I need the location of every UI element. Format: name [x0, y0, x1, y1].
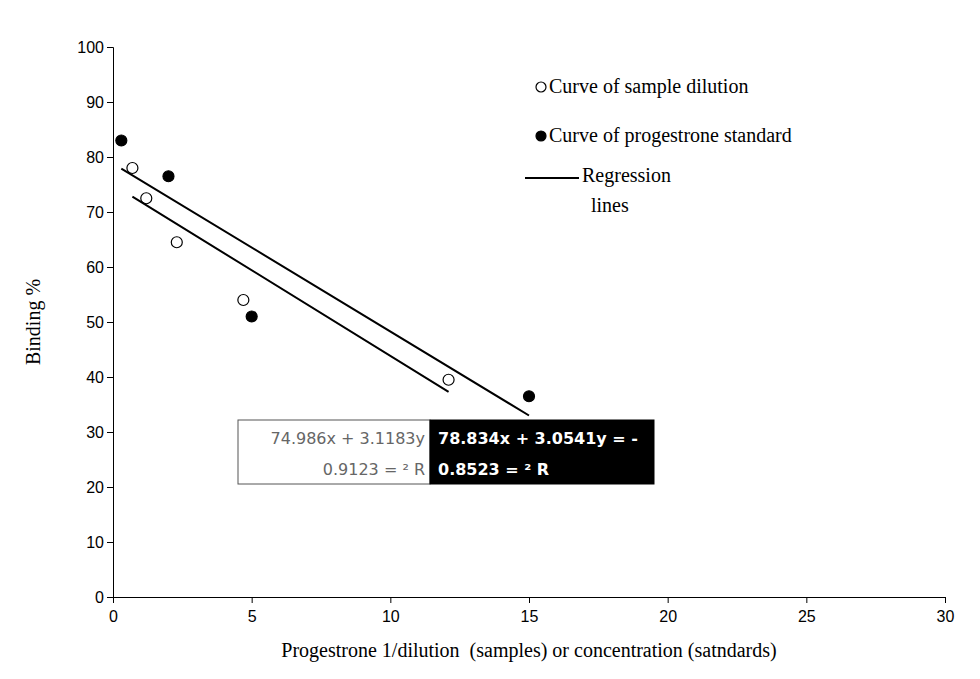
legend-label: Regression lines [582, 164, 676, 216]
tick: 70 [86, 204, 113, 221]
tick-label: 90 [86, 94, 104, 111]
tick-label: 40 [86, 369, 104, 386]
x-axis-title: Progestrone 1/dilution (samples) or conc… [281, 639, 776, 662]
tick: 0 [109, 597, 118, 625]
axis-line [114, 598, 946, 604]
tick: 90 [86, 94, 113, 111]
tick: 5 [248, 597, 257, 625]
tick-label: 30 [937, 608, 955, 625]
tick-label: 25 [798, 608, 816, 625]
tick-label: 10 [86, 534, 104, 551]
tick: 40 [86, 369, 113, 386]
tick-mark [945, 597, 946, 603]
equation-text: 0.8523 = ² R [438, 460, 549, 479]
tick-label: 0 [95, 589, 104, 606]
tick: 20 [86, 479, 113, 496]
tick: 10 [382, 597, 400, 625]
legend-symbol [536, 131, 546, 141]
equation-box-bg [430, 420, 654, 484]
tick-mark [107, 157, 113, 158]
tick: 60 [86, 259, 113, 276]
tick-mark [107, 377, 113, 378]
tick: 15 [521, 597, 539, 625]
tick-label: 50 [86, 314, 104, 331]
axis-line [107, 48, 114, 598]
tick-mark [107, 47, 113, 48]
legend-item: Curve of sample dilution [536, 75, 748, 98]
equation-text: 74.986x + 3.1183y [271, 429, 425, 448]
legend-label: Curve of sample dilution [549, 75, 748, 98]
tick-mark [390, 597, 391, 603]
point [524, 391, 535, 402]
tick-label: 100 [77, 39, 104, 56]
equation-box: 78.834x + 3.0541y = - 0.8523 = ² R [430, 420, 654, 484]
tick-mark [107, 322, 113, 323]
tick-mark [806, 597, 807, 603]
equation-text: 78.834x + 3.0541y = - [438, 429, 638, 448]
tick: 0 [95, 589, 113, 606]
tick-label: 5 [248, 608, 257, 625]
x-axis: 0 5 10 15 20 25 30 [109, 597, 954, 625]
tick-label: 20 [86, 479, 104, 496]
legend-item: Regression lines [525, 164, 676, 216]
marks [116, 135, 535, 416]
tick: 80 [86, 149, 113, 166]
tick-mark [529, 597, 530, 603]
tick-label: 60 [86, 259, 104, 276]
tick-label: 20 [659, 608, 677, 625]
y-axis: 0 10 20 30 40 50 60 70 80 90 100 [77, 39, 113, 606]
tick-mark [107, 487, 113, 488]
tick-label: 10 [382, 608, 400, 625]
tick-mark [107, 597, 113, 598]
tick-mark [252, 597, 253, 603]
legend-symbol [525, 177, 579, 179]
point [238, 295, 249, 306]
tick-label: 0 [109, 608, 118, 625]
legend-item: Curve of progestrone standard [536, 124, 792, 147]
point [163, 171, 174, 182]
tick-mark [107, 432, 113, 433]
regression-line [121, 169, 529, 416]
tick: 30 [937, 597, 955, 625]
tick: 20 [659, 597, 677, 625]
tick: 50 [86, 314, 113, 331]
tick-label: 30 [86, 424, 104, 441]
legend-label: Curve of progestrone standard [549, 124, 792, 147]
tick-mark [107, 212, 113, 213]
equation-text: 0.9123 = ² R [323, 460, 425, 479]
tick-mark [107, 267, 113, 268]
tick-mark [107, 102, 113, 103]
chart: 0 5 10 15 20 25 30 0 10 20 30 40 50 60 70 80 90 100 Proges… [0, 0, 980, 679]
point [246, 311, 257, 322]
equation-box-bg [238, 420, 430, 484]
tick-label: 15 [521, 608, 539, 625]
tick: 100 [77, 39, 113, 56]
point [171, 237, 182, 248]
point [116, 135, 127, 146]
tick-label: 80 [86, 149, 104, 166]
y-axis-title: Binding % [22, 279, 45, 365]
plot-area: 0 5 10 15 20 25 30 0 10 20 30 40 50 60 70 80 90 100 [77, 39, 954, 625]
legend-symbol [536, 82, 546, 92]
tick: 10 [86, 534, 113, 551]
tick-mark [107, 542, 113, 543]
tick: 25 [798, 597, 816, 625]
point [443, 374, 454, 385]
tick-label: 70 [86, 204, 104, 221]
equation-box: 74.986x + 3.1183y 0.9123 = ² R [238, 420, 430, 484]
tick: 30 [86, 424, 113, 441]
tick-mark [668, 597, 669, 603]
legend: Curve of sample dilution Curve of progest… [525, 75, 792, 216]
